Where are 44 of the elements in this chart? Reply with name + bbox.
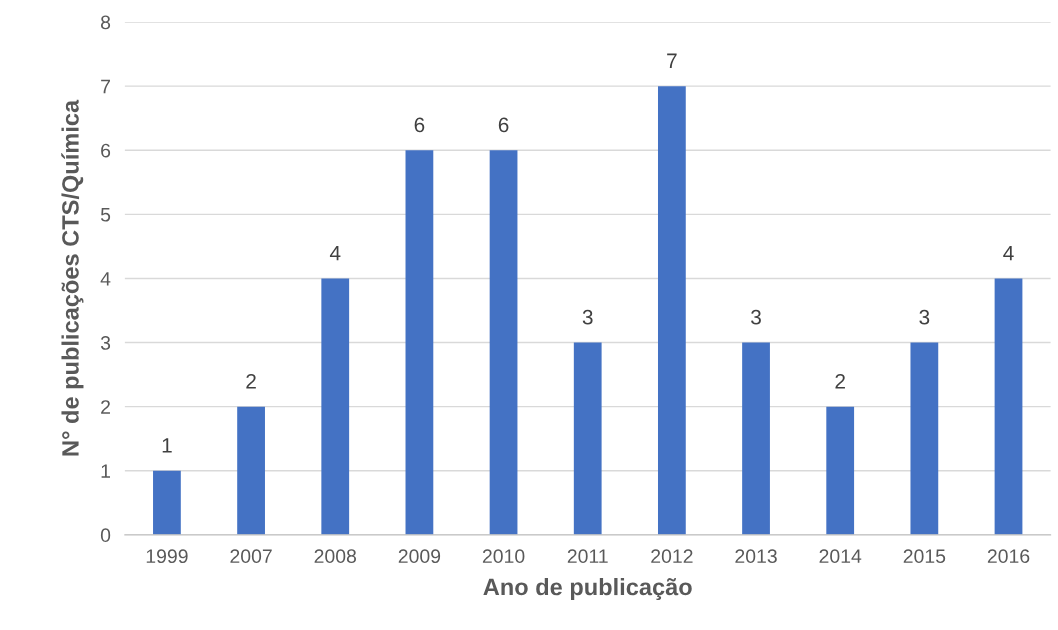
x-tick-label: 2015 [903, 549, 946, 564]
bar [657, 86, 686, 535]
bar [910, 342, 939, 535]
data-label: 6 [498, 117, 509, 133]
bar [994, 278, 1023, 535]
y-axis-title: N° de publicações CTS/Química [61, 99, 84, 456]
x-tick-label: 2009 [398, 549, 441, 564]
x-tick-label: 2008 [314, 549, 357, 564]
bar [153, 470, 181, 535]
x-tick-label: 2007 [230, 549, 272, 564]
y-tick-label: 3 [100, 336, 111, 350]
data-label: 4 [1003, 245, 1014, 261]
x-tick-label: 2012 [651, 549, 693, 564]
x-tick-label: 2016 [987, 549, 1030, 564]
bar [573, 342, 602, 535]
bar [742, 342, 770, 535]
x-tick-label: 2011 [567, 549, 608, 564]
x-tick-label: 2013 [735, 549, 777, 564]
x-tick-label: 2014 [819, 549, 862, 564]
data-label: 3 [919, 309, 930, 325]
bar [321, 278, 350, 535]
bar [826, 406, 855, 535]
data-label: 2 [246, 373, 256, 389]
data-label: 1 [162, 438, 172, 453]
data-label: 3 [582, 309, 593, 325]
data-label: 6 [414, 117, 425, 133]
y-tick-label: 8 [100, 15, 111, 30]
y-tick-label: 6 [101, 143, 111, 158]
y-tick-label: 4 [100, 272, 111, 286]
x-tick-label: 1999 [146, 549, 188, 564]
x-axis-title: Ano de publicação [483, 578, 692, 601]
data-label: 4 [329, 245, 341, 261]
y-tick-label: 2 [101, 400, 110, 414]
bar [405, 150, 434, 535]
bar [237, 406, 265, 535]
bar [489, 150, 518, 535]
data-label: 7 [667, 53, 677, 68]
x-tick-label: 2010 [482, 549, 525, 564]
y-tick-label: 7 [101, 79, 110, 94]
data-label: 2 [835, 373, 845, 389]
data-label: 3 [751, 309, 761, 325]
y-tick-label: 1 [101, 464, 111, 478]
y-tick-label: 0 [100, 528, 111, 543]
y-tick-label: 5 [100, 208, 111, 222]
